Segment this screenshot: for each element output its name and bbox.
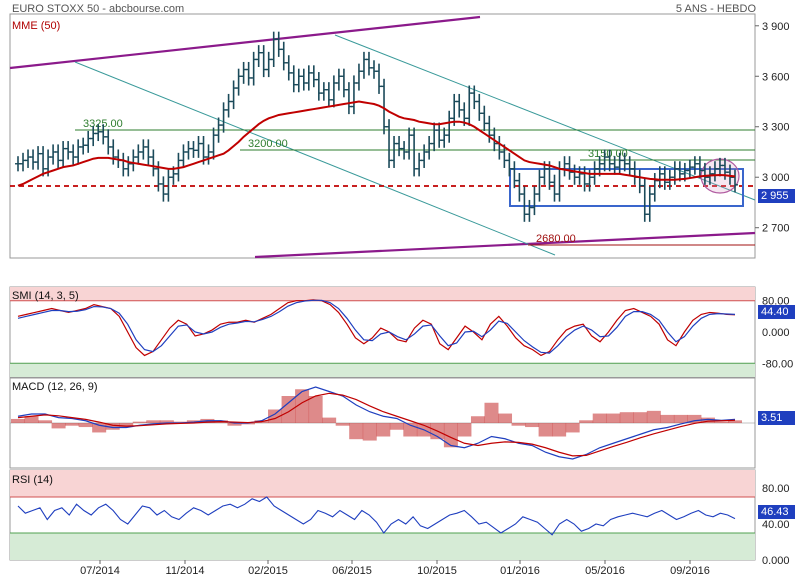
rsi-last-badge: 46.43 xyxy=(758,505,795,519)
macd-histogram-bar xyxy=(335,423,350,426)
x-tick-label: 07/2014 xyxy=(80,565,120,577)
macd-histogram-bar xyxy=(470,416,485,423)
panel-frame-price xyxy=(9,13,756,259)
macd-histogram-bar xyxy=(11,418,25,423)
channel-lower-line xyxy=(254,231,756,259)
rsi-y-tick-label: 0.000 xyxy=(762,555,790,567)
rsi-line xyxy=(17,496,736,536)
macd-histogram-bar xyxy=(619,412,634,423)
smi-last-badge: 44.40 xyxy=(758,305,795,319)
macd-histogram-bar xyxy=(146,420,161,423)
macd-signal-line xyxy=(17,392,736,457)
macd-histogram-bar xyxy=(511,423,526,426)
level-label-3: 2680.00 xyxy=(536,233,576,245)
macd-histogram-bar xyxy=(552,423,567,437)
consolidation-box xyxy=(509,168,744,207)
macd-histogram-bar xyxy=(565,423,580,433)
macd-histogram-bar xyxy=(457,423,472,437)
x-tick-label: 01/2016 xyxy=(500,565,540,577)
price-y-tick-label: 3 900 xyxy=(762,21,790,33)
macd-histogram-bar xyxy=(525,423,540,428)
rsi-y-tick-label: 40.00 xyxy=(762,519,790,531)
smi-oversold-zone xyxy=(10,363,755,377)
smi-signal-line xyxy=(17,299,736,354)
smi-y-tick-label: 80.00 xyxy=(762,296,790,308)
smi-overbought-zone xyxy=(10,287,755,301)
macd-histogram-bar xyxy=(349,423,364,440)
macd-histogram-bar xyxy=(633,412,648,423)
macd-histogram-bar xyxy=(240,423,255,425)
macd-histogram-bar xyxy=(538,423,553,437)
trend-line-lower xyxy=(74,61,556,256)
smi-y-tick-label: 0.000 xyxy=(762,327,790,339)
macd-histogram-bar xyxy=(38,420,53,423)
period-label: 5 ANS - HEBDO xyxy=(675,3,756,15)
macd-label: MACD (12, 26, 9) xyxy=(12,381,98,393)
macd-histogram-bar xyxy=(498,413,513,423)
macd-histogram-bar xyxy=(362,423,377,441)
macd-histogram-bar xyxy=(159,420,174,423)
price-last-badge: 2 955 xyxy=(758,189,795,203)
mme-label: MME (50) xyxy=(12,20,61,32)
macd-histogram-bar xyxy=(24,416,39,423)
rsi-overbought-zone xyxy=(10,470,755,497)
x-tick-label: 02/2015 xyxy=(248,565,288,577)
smi-main-line xyxy=(17,299,736,357)
macd-histogram-bar xyxy=(173,421,188,423)
macd-histogram-bar xyxy=(105,423,120,430)
macd-histogram-bar xyxy=(728,420,742,423)
macd-histogram-bar xyxy=(592,413,607,423)
chart-title: EURO STOXX 50 - abcbourse.com xyxy=(12,3,185,15)
macd-histogram-bar xyxy=(281,396,296,423)
price-y-tick-label: 2 700 xyxy=(762,223,790,235)
smi-label: SMI (14, 3, 5) xyxy=(12,290,79,302)
x-tick-label: 06/2015 xyxy=(332,565,372,577)
macd-histogram-bar xyxy=(78,423,93,428)
x-tick-label: 11/2014 xyxy=(166,565,205,577)
macd-histogram-bar xyxy=(687,414,702,423)
rsi-y-tick-label: 80.00 xyxy=(762,483,790,495)
level-label-2: 3150.00 xyxy=(588,148,628,160)
rsi-oversold-zone xyxy=(10,533,755,560)
price-y-tick-label: 3 600 xyxy=(762,71,790,83)
macd-histogram-bar xyxy=(660,414,675,423)
macd-histogram-bar xyxy=(51,423,66,429)
macd-histogram-bar xyxy=(376,423,391,437)
macd-histogram-bar xyxy=(295,389,310,423)
macd-histogram-bar xyxy=(579,420,594,423)
macd-histogram-bar xyxy=(484,402,499,423)
rsi-label: RSI (14) xyxy=(12,474,53,486)
x-tick-label: 09/2016 xyxy=(670,565,710,577)
mme-50-line xyxy=(17,100,736,187)
macd-histogram-bar xyxy=(443,423,458,448)
macd-histogram-bar xyxy=(646,410,661,423)
macd-histogram-bar xyxy=(227,423,242,426)
price-y-tick-label: 3 000 xyxy=(762,172,790,184)
level-label-1: 3200.00 xyxy=(248,138,288,150)
macd-histogram-bar xyxy=(308,396,323,423)
channel-upper-line xyxy=(9,15,481,70)
macd-histogram-bar xyxy=(714,421,729,423)
x-tick-label: 10/2015 xyxy=(417,565,457,577)
macd-histogram-bar xyxy=(119,423,134,428)
smi-y-tick-label: -80.00 xyxy=(762,358,793,370)
macd-histogram-bar xyxy=(389,423,404,430)
macd-histogram-bar xyxy=(92,423,107,433)
macd-histogram-bar xyxy=(673,414,688,423)
macd-histogram-bar xyxy=(606,413,621,423)
macd-histogram-bar xyxy=(65,423,80,426)
macd-histogram-bar xyxy=(700,417,715,423)
macd-histogram-bar xyxy=(322,417,337,423)
price-y-tick-label: 3 300 xyxy=(762,122,790,134)
macd-last-badge: 3.51 xyxy=(758,411,795,425)
x-tick-label: 05/2016 xyxy=(585,565,625,577)
macd-histogram-bar xyxy=(132,421,147,423)
